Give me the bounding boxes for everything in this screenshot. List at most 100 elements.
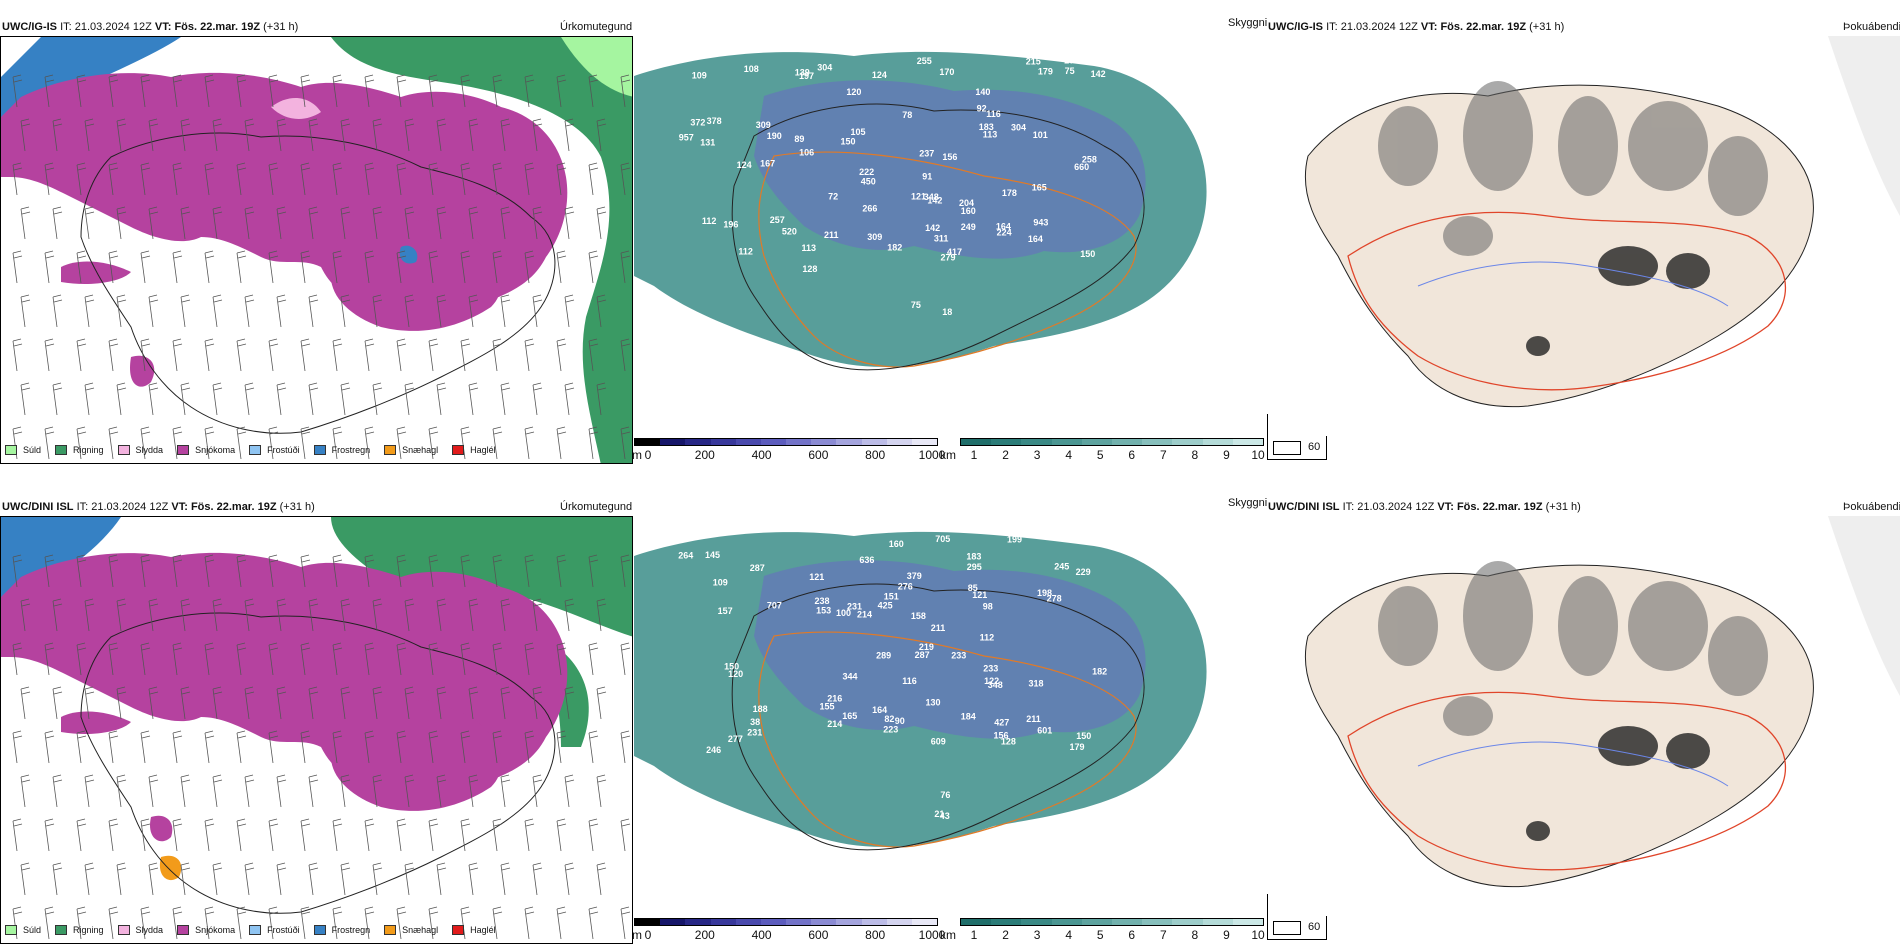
wind-barb [244,118,255,152]
map-value-label: 122 [984,676,999,686]
wind-barb [396,818,407,852]
wind-barb [76,554,87,588]
vt-label: VT: [171,501,188,513]
wind-barb [300,906,311,940]
wind-barb [364,730,375,764]
wind-barb [460,554,471,588]
wind-barb [52,206,63,240]
colorbar-segment [1081,439,1113,445]
precip-legend: Súld Rigning Slydda Snjókoma Frostúði Frostre… [5,925,496,935]
wind-barb [556,162,567,196]
colorbar-segment [760,439,787,445]
map-value-label: 295 [967,562,982,572]
legend-item: Haglél [452,925,496,935]
wind-barb [148,598,159,632]
legend-swatch [117,925,130,935]
wind-barb [500,862,511,896]
map-value-label: 90 [895,716,905,726]
wind-barb [204,162,215,196]
map-value-label: 156 [994,730,1009,740]
wind-barb [396,250,407,284]
wind-barb [20,686,31,720]
wind-barb [532,118,543,152]
wind-barb [364,642,375,676]
map-value-label: 157 [718,606,733,616]
snow-area-west [61,261,131,284]
map-value-label: 164 [872,705,887,715]
colorbar-tick: 7 [1159,928,1167,942]
wind-barb [596,118,607,152]
wind-barb [148,294,159,328]
colorbar-tick: 600 [808,928,829,942]
wind-barb [180,598,191,632]
wind-barb [596,686,607,720]
map-value-label: 164 [1028,234,1043,244]
map-value-label: 112 [980,633,995,643]
legend-label: Slydda [135,925,164,935]
map-value-label: 183 [979,122,994,132]
legend-item: Snæhagl [384,445,438,455]
wind-barb [76,250,87,284]
map-value-label: 278 [1047,593,1062,603]
wind-barb [428,250,439,284]
road-network [758,631,1137,848]
wind-barb [308,294,319,328]
wind-barb [460,730,471,764]
map-value-label: 155 [820,701,835,711]
wind-barb [20,294,31,328]
wind-barb [596,382,607,416]
mountain-shading [1378,81,1768,256]
wind-barb [108,338,119,372]
wind-barb [556,818,567,852]
map-value-label: 520 [782,227,797,237]
wind-barb [244,206,255,240]
colorbar-segment [1021,919,1052,925]
map-value-label: 72 [828,191,838,201]
colorbar-tick: 0 [644,928,652,942]
wind-barb [108,642,119,676]
wind-barb [596,598,607,632]
wind-barb [12,74,23,108]
legend-item: Snæhagl [384,925,438,935]
wind-barb [556,642,567,676]
wind-barb [236,730,247,764]
wind-barb [332,730,343,764]
map-value-label: 106 [799,148,814,158]
map-value-label: 427 [994,718,1009,728]
vt-value: Fös. 22.mar. 19Z [190,501,277,513]
wind-barb [620,162,631,196]
iceland-coastline [731,103,1145,371]
wind-barb [76,730,87,764]
snow-area-small [150,815,173,842]
wind-barb [524,74,535,108]
wind-barb [332,818,343,852]
map-value-label: 120 [728,669,743,679]
wind-barb [116,686,127,720]
map-value-label: 145 [705,550,720,560]
map-value-label: 264 [678,551,693,561]
wind-barb [12,250,23,284]
wind-barb [460,250,471,284]
it-label: IT: [60,21,72,33]
fog-index-map [1268,36,1900,436]
wind-barb [212,118,223,152]
wind-barb [76,818,87,852]
wind-barb [436,206,447,240]
wind-barb [268,162,279,196]
wind-barb [620,338,631,372]
colorbar-tick: 2 [1002,448,1009,462]
wind-barb [44,906,55,940]
wind-barb [532,686,543,720]
wind-barb [172,162,183,196]
wind-barb [268,338,279,372]
wind-barb [492,642,503,676]
wind-barb [524,162,535,196]
row-header: UWC/DINI ISL IT: 21.03.2024 12Z VT: Fös.… [2,500,315,514]
wind-barb [372,118,383,152]
fog-label-60: 60 [1308,921,1321,933]
wind-barb [236,250,247,284]
legend-swatch [55,445,68,455]
map-value-label: 105 [851,127,866,137]
lead-time: (+31 h) [263,21,299,33]
legend-item: Súld [5,445,41,455]
